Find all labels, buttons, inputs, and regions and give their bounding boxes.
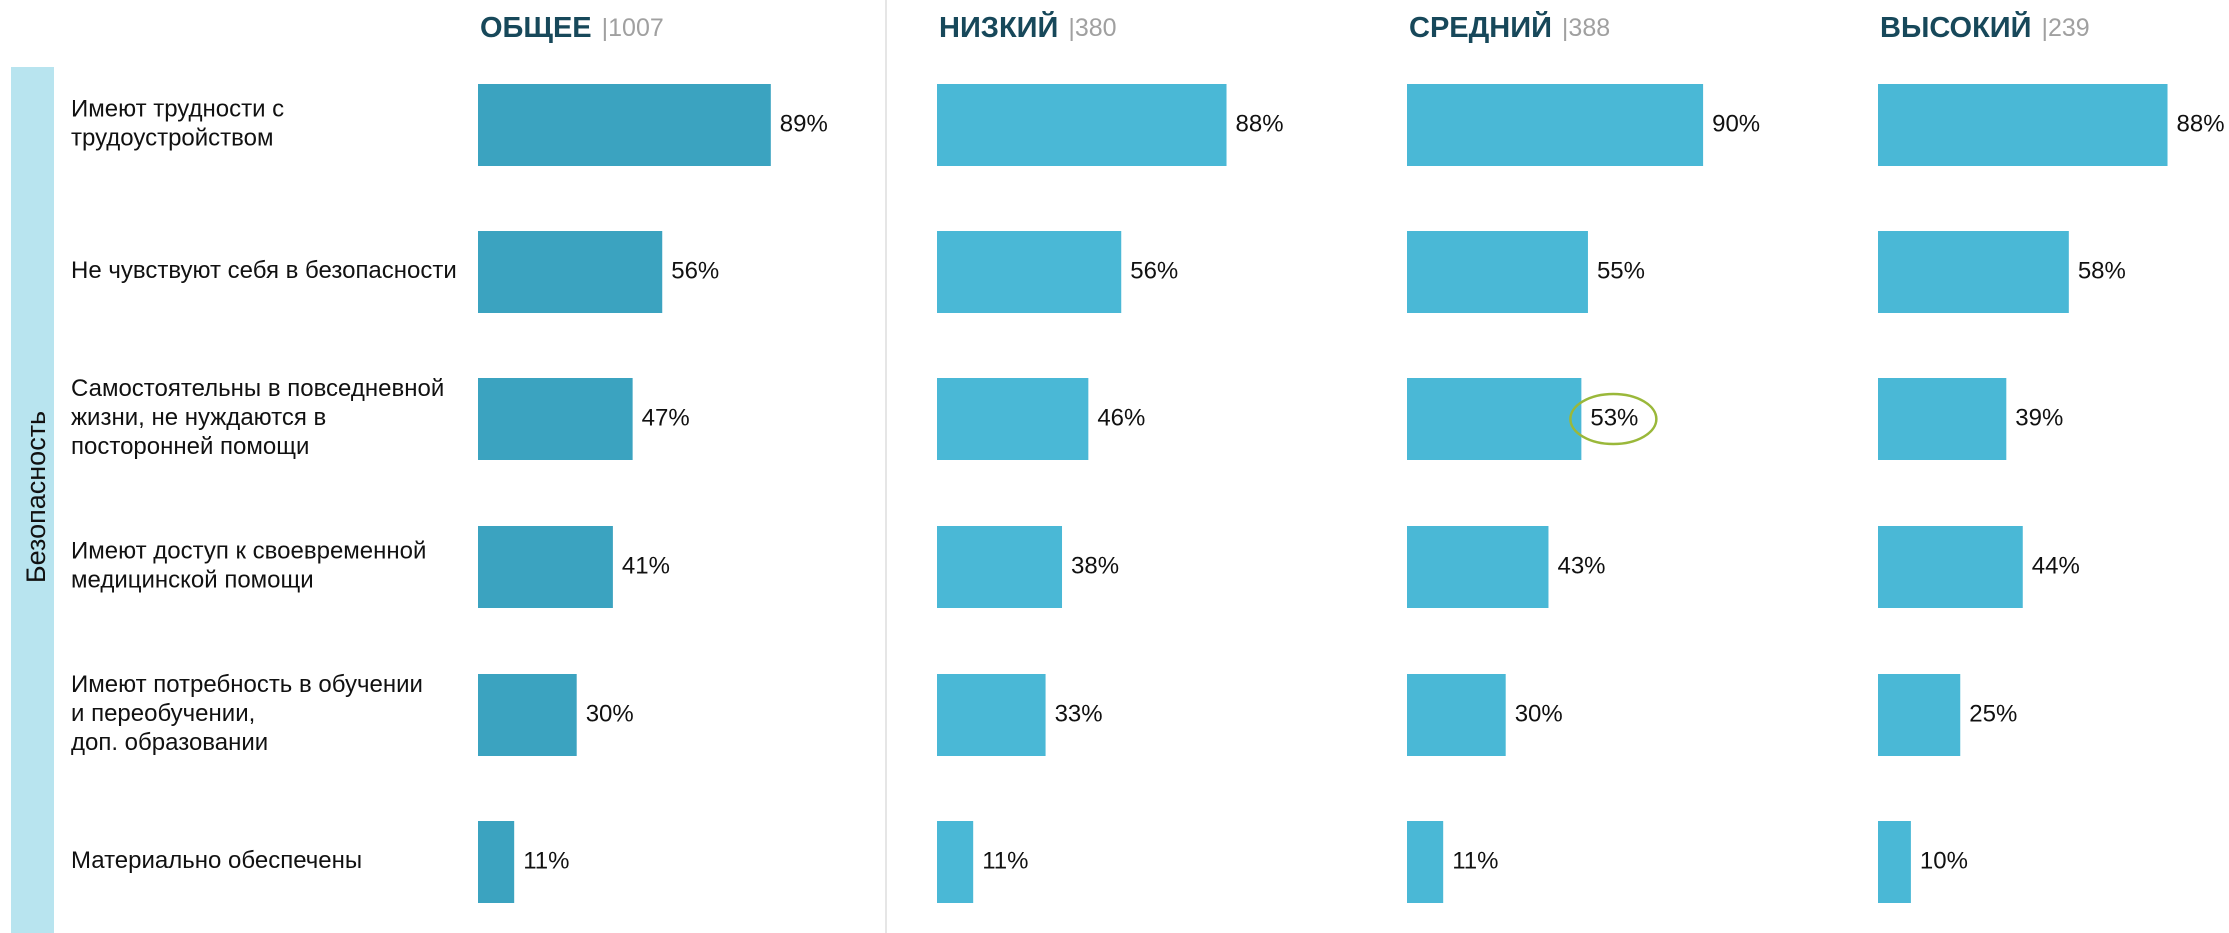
category-label: Имеют трудности с трудоустройством (71, 96, 284, 152)
value-label: 58% (2078, 257, 2126, 284)
category-line: посторонней помощи (71, 433, 309, 460)
value-label: 30% (586, 700, 634, 727)
category-line: Имеют потребность в обучении (71, 671, 423, 698)
panel-sample: |380 (1068, 14, 1116, 42)
panel-title-text: ОБЩЕЕ (480, 12, 592, 44)
category-line: Не чувствуют себя в безопасности (71, 257, 457, 284)
value-label: 43% (1557, 552, 1605, 579)
section-strip (11, 67, 54, 933)
highlight-circle (1569, 392, 1658, 446)
bar (1878, 821, 1911, 903)
bar (1407, 821, 1444, 903)
bar (937, 231, 1122, 313)
category-label: Имеют потребность в обучении и переобучен… (71, 671, 423, 756)
bar (478, 84, 771, 166)
bar (1407, 231, 1588, 313)
category-label: Самостоятельны в повседневной жизни, не н… (71, 375, 444, 460)
bar (1407, 378, 1582, 460)
value-label: 56% (1130, 257, 1178, 284)
category-line: доп. образовании (71, 729, 268, 756)
bar (1878, 231, 2069, 313)
category-label: Имеют доступ к своевременной медицинской … (71, 538, 426, 594)
panel-title-text: ВЫСОКИЙ (1880, 10, 2032, 44)
bar (937, 84, 1227, 166)
panel-sample: |1007 (602, 14, 664, 42)
bar (478, 674, 577, 756)
bar (478, 378, 633, 460)
value-label: 56% (671, 257, 719, 284)
value-label: 46% (1097, 404, 1145, 431)
category-label: Не чувствуют себя в безопасности (71, 257, 457, 284)
category-line: Имеют доступ к своевременной (71, 538, 426, 565)
panel-title: ОБЩЕЕ |1007 (480, 12, 664, 44)
value-label: 89% (780, 110, 828, 137)
panel-title: НИЗКИЙ |380 (939, 10, 1117, 44)
bar (1878, 526, 2023, 608)
value-label: 88% (1236, 110, 1284, 137)
bar (1407, 674, 1506, 756)
category-line: и переобучении, (71, 700, 255, 727)
bar (1407, 526, 1549, 608)
panel-title: СРЕДНИЙ |388 (1409, 10, 1610, 44)
bar (1407, 84, 1704, 166)
value-label: 41% (622, 552, 670, 579)
panel-title-text: СРЕДНИЙ (1409, 10, 1552, 44)
value-label: 33% (1055, 700, 1103, 727)
value-label: 53% (1590, 404, 1638, 431)
bar (937, 821, 974, 903)
category-label: Материально обеспечены (71, 847, 362, 874)
value-label: 44% (2032, 552, 2080, 579)
value-label: 88% (2177, 110, 2225, 137)
category-line: Имеют трудности с (71, 96, 284, 123)
bar (1878, 378, 2007, 460)
category-line: Материально обеспечены (71, 847, 362, 874)
bar (937, 674, 1046, 756)
panel-sample: |239 (2042, 14, 2090, 42)
bar (937, 378, 1089, 460)
panel-title-text: НИЗКИЙ (939, 10, 1058, 44)
bar (1878, 674, 1961, 756)
value-label: 38% (1071, 552, 1119, 579)
category-line: Самостоятельны в повседневной (71, 375, 444, 402)
value-label: 11% (1452, 847, 1498, 874)
panel-title: ВЫСОКИЙ |239 (1880, 10, 2090, 44)
panel-sample: |388 (1562, 14, 1610, 42)
value-label: 47% (642, 404, 690, 431)
value-label: 11% (982, 847, 1028, 874)
category-line: медицинской помощи (71, 567, 314, 594)
value-label: 90% (1712, 110, 1760, 137)
section-label: Безопасность (21, 411, 51, 583)
category-line: трудоустройством (71, 125, 274, 152)
value-label: 10% (1920, 847, 1968, 874)
bar (478, 231, 663, 313)
value-label: 11% (523, 847, 569, 874)
bar (1878, 84, 2168, 166)
category-line: жизни, не нуждаются в (71, 404, 326, 431)
value-label: 39% (2015, 404, 2063, 431)
value-label: 30% (1515, 700, 1563, 727)
bar (478, 821, 515, 903)
bar (478, 526, 613, 608)
bar (937, 526, 1063, 608)
value-label: 55% (1597, 257, 1645, 284)
value-label: 25% (1969, 700, 2017, 727)
